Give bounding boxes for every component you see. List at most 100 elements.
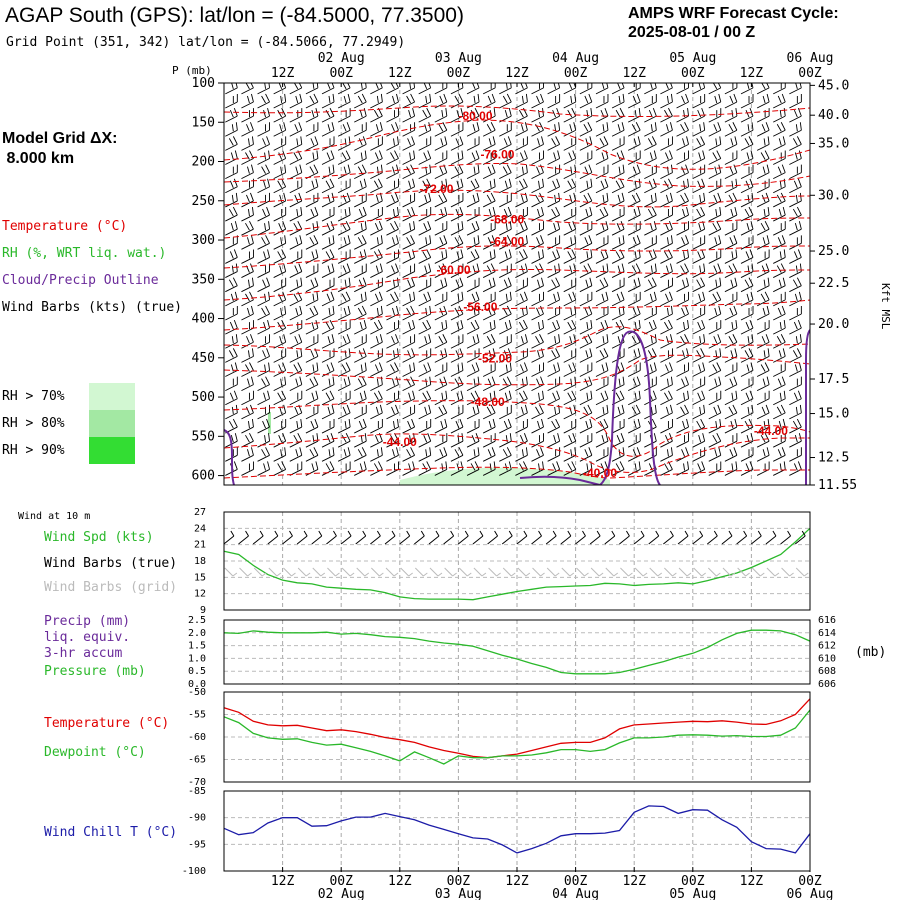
isotherm-label: -40.00 <box>583 466 617 480</box>
wind-barb <box>305 235 319 250</box>
wind-barb <box>740 277 754 293</box>
wind-barb <box>531 376 544 392</box>
wind-barb <box>676 83 689 95</box>
wind-barb <box>531 418 544 434</box>
wind-barb <box>515 277 528 293</box>
time-tick-label: 12Z <box>622 874 646 889</box>
model-grid-label: Model Grid ΔX: <box>2 130 118 147</box>
wind-barb <box>676 362 689 377</box>
wind-barb <box>595 362 609 377</box>
value-tick-label: -90 <box>188 813 206 824</box>
wind-barb <box>756 164 770 180</box>
wind-barb <box>225 305 238 321</box>
wind-barb <box>676 164 689 180</box>
wind-barb <box>305 263 319 278</box>
wind-barb <box>273 447 287 462</box>
wind-barb <box>789 221 802 236</box>
wind-barb-true <box>472 530 484 545</box>
height-tick-label: 15.0 <box>818 407 849 422</box>
wind-barb <box>644 249 657 264</box>
wind-barb <box>773 291 786 307</box>
wind-barb-true <box>780 530 792 545</box>
wind-barb <box>740 404 754 420</box>
wind-barb <box>773 320 786 335</box>
wind-barb <box>337 249 351 264</box>
wind-barb <box>386 320 399 335</box>
wind-barb <box>515 319 528 335</box>
wind-barb <box>644 206 657 222</box>
wind-barb <box>482 277 496 293</box>
wind-barb <box>676 150 689 165</box>
wind-barb <box>386 461 399 476</box>
wind-barb <box>531 362 544 377</box>
wind-barb <box>773 206 786 222</box>
wind-barb <box>321 376 335 392</box>
wind-barb-grid <box>268 567 282 577</box>
wind-barb-true <box>619 530 630 545</box>
wind-barb <box>289 178 303 194</box>
wind-barb <box>676 305 689 321</box>
wind-barb <box>708 235 722 250</box>
wind-barb-true <box>589 530 601 545</box>
wind-barb <box>660 93 673 109</box>
wind-barb <box>547 390 561 406</box>
wind-barb-true <box>282 530 293 545</box>
rh90-swatch <box>89 437 135 464</box>
wind-barb <box>273 348 287 363</box>
wind-barb <box>386 136 399 151</box>
wind-barb-true <box>340 530 352 545</box>
pressure-tick-label: 612 <box>818 641 836 652</box>
wind-barb <box>241 432 254 448</box>
wind-barb-grid <box>561 567 575 577</box>
wind-barb <box>756 305 770 321</box>
wind-barb <box>305 334 319 349</box>
wind-barb <box>740 122 754 137</box>
wind-barb <box>724 305 738 321</box>
wind-barb <box>660 461 673 476</box>
wind-barb <box>418 433 432 448</box>
wind-barb <box>289 83 303 95</box>
wind-barb <box>466 150 480 165</box>
wind-barb <box>708 192 722 208</box>
pressure-tick-label: 616 <box>818 615 836 626</box>
cross-section-frame <box>223 82 811 486</box>
wind-barb <box>692 263 706 278</box>
wind-barb <box>579 418 593 434</box>
wind-barb <box>660 178 673 194</box>
wind-barb <box>692 404 706 420</box>
wind-barb <box>321 433 335 448</box>
wind-barb <box>337 291 351 307</box>
height-tick-label: 45.0 <box>818 78 849 93</box>
wind-barb <box>354 461 367 476</box>
wind-barb <box>708 249 722 264</box>
wind-barb <box>321 107 335 123</box>
wind-barb <box>257 461 270 476</box>
wind-barb <box>386 348 399 363</box>
wind-barb <box>676 376 689 392</box>
wind-barb-grid <box>532 567 545 577</box>
wind-barb <box>547 83 561 95</box>
wind-barb <box>789 376 802 392</box>
wind-barb <box>273 319 287 335</box>
wind-barb <box>756 263 770 278</box>
day-label: 06 Aug <box>787 51 834 66</box>
isotherm-line <box>224 119 810 170</box>
wind-barb <box>257 447 270 462</box>
wind-barb <box>305 93 319 109</box>
wind-barb <box>370 291 383 307</box>
wind-barb <box>660 277 673 293</box>
wind-barb <box>547 164 561 180</box>
wind-barb <box>354 192 367 208</box>
wind-barb <box>773 122 786 137</box>
wind-barb <box>611 419 625 434</box>
wind-barb <box>418 277 432 293</box>
wind-barb <box>434 136 448 151</box>
value-tick-label: 0.5 <box>188 666 206 677</box>
wind-barb <box>337 235 351 250</box>
day-label: 02 Aug <box>318 51 365 66</box>
cloud-outline <box>519 475 601 485</box>
wind-barb <box>273 136 287 151</box>
wind-barb <box>337 83 351 95</box>
wind-barb <box>289 122 303 137</box>
wind-barb <box>257 122 271 137</box>
